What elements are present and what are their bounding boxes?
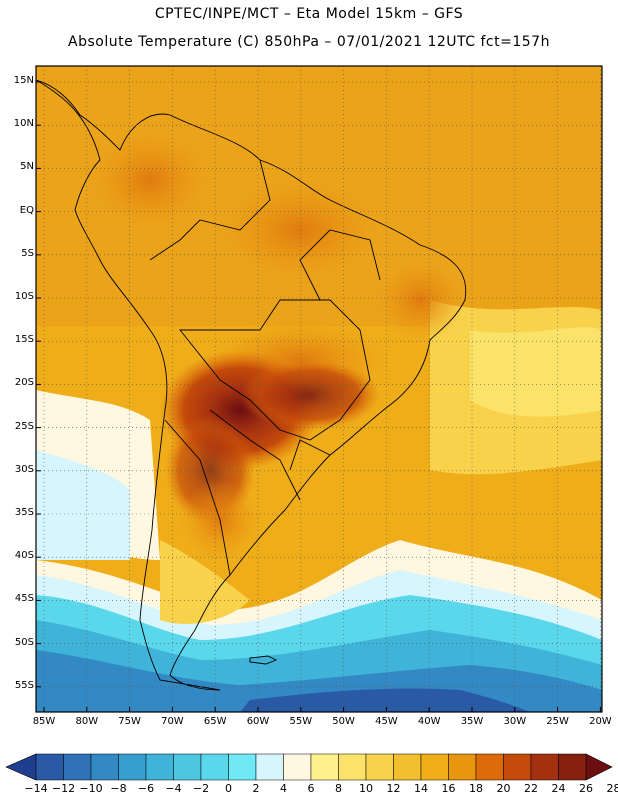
- colorbar-swatch: [200, 753, 229, 781]
- map-subtitle: Absolute Temperature (C) 850hPa – 07/01/…: [68, 34, 550, 50]
- lon-label: 55W: [289, 716, 313, 727]
- lat-label: EQ: [19, 204, 34, 216]
- axis-ticks: [36, 81, 601, 712]
- colorbar: [5, 753, 613, 781]
- lat-label: 10N: [13, 118, 34, 130]
- lat-label: 25S: [14, 420, 34, 432]
- colorbar-label: −2: [192, 782, 210, 795]
- falklands-outline: [249, 655, 278, 665]
- colorbar-swatch: [448, 753, 477, 781]
- colorbar-swatch: [118, 753, 147, 781]
- lon-label: 20W: [589, 716, 612, 727]
- colorbar-label: −8: [110, 782, 127, 795]
- lon-label: 50W: [332, 716, 355, 727]
- colorbar-label: 20: [496, 782, 511, 795]
- lat-label: 30S: [14, 463, 34, 475]
- lat-label: 35S: [14, 507, 34, 518]
- lat-label: 20S: [14, 377, 34, 389]
- colorbar-swatch: [420, 753, 449, 781]
- colorbar-swatch: [228, 753, 257, 781]
- colorbar-label: 12: [386, 782, 401, 795]
- colorbar-label: 24: [551, 782, 566, 795]
- colorbar-swatch: [393, 753, 422, 781]
- lon-label: 80W: [75, 716, 99, 727]
- lat-label: 50S: [14, 636, 34, 648]
- lon-label: 25W: [546, 716, 569, 727]
- lon-label: 85W: [32, 716, 56, 727]
- colorbar-label: −12: [51, 782, 76, 795]
- lon-label: 40W: [417, 716, 441, 727]
- colorbar-swatch: [558, 753, 587, 781]
- colorbar-label: −10: [79, 782, 103, 795]
- lon-label: 30W: [503, 716, 527, 727]
- colorbar-label: 18: [469, 782, 483, 795]
- colorbar-label: 26: [579, 782, 593, 795]
- lon-label: 60W: [246, 716, 270, 727]
- colorbar-swatch: [35, 753, 64, 781]
- colorbar-swatch: [365, 753, 394, 781]
- lat-label: 10S: [14, 291, 34, 302]
- colorbar-label: 14: [414, 782, 428, 795]
- colorbar-label: 28: [606, 782, 618, 795]
- colorbar-label: −4: [165, 782, 182, 795]
- colorbar-low-arrow: [5, 753, 37, 781]
- lat-label: 15N: [13, 75, 34, 86]
- lon-label: 45W: [375, 716, 398, 727]
- lon-label: 35W: [460, 716, 484, 727]
- lat-label: 5N: [20, 161, 34, 173]
- colorbar-label: 4: [280, 782, 287, 795]
- colorbar-label: −6: [137, 782, 155, 795]
- lon-label: 75W: [118, 716, 141, 727]
- colorbar-label: 8: [335, 782, 342, 795]
- coastlines: [36, 79, 467, 691]
- map-field: [36, 66, 602, 712]
- colorbar-swatch: [503, 753, 532, 781]
- colorbar-swatch: [310, 753, 339, 781]
- colorbar-label: 6: [307, 782, 315, 795]
- map-title: CPTEC/INPE/MCT – Eta Model 15km – GFS: [154, 6, 464, 22]
- colorbar-label: 2: [252, 782, 260, 795]
- colorbar-label: 16: [441, 782, 456, 795]
- lat-label: 15S: [14, 334, 34, 346]
- colorbar-label: 22: [524, 782, 538, 795]
- colorbar-swatch: [255, 753, 284, 781]
- colorbar-label: 10: [359, 782, 373, 795]
- colorbar-label: 0: [225, 782, 232, 795]
- colorbar-label: −14: [24, 782, 48, 795]
- lat-label: 40S: [14, 550, 34, 562]
- colorbar-swatch: [173, 753, 202, 781]
- colorbar-swatch: [475, 753, 504, 781]
- colorbar-swatch: [145, 753, 174, 781]
- colorbar-swatch: [63, 753, 92, 781]
- lon-label: 65W: [203, 716, 227, 727]
- colorbar-swatch: [530, 753, 559, 781]
- lat-label: 55S: [14, 679, 34, 691]
- lat-label: 5S: [21, 247, 34, 259]
- colorbar-swatch: [338, 753, 367, 781]
- map-frame: [35, 65, 603, 713]
- colorbar-swatch: [90, 753, 119, 781]
- colorbar-high-arrow: [585, 753, 613, 781]
- colorbar-swatch: [283, 753, 312, 781]
- lat-label: 45S: [14, 593, 34, 605]
- lon-label: 70W: [161, 716, 184, 727]
